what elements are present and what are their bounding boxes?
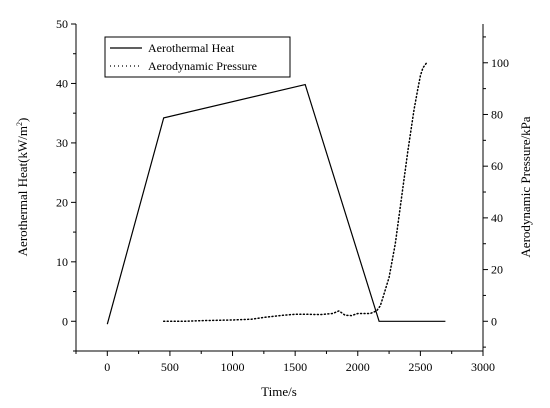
y-left-tick-label: 50 [56,17,68,31]
x-tick-label: 2500 [408,360,432,374]
y-right-tick-label: 20 [491,263,503,277]
y-axis-left-title: Aerothermal Heat(kW/m2) [15,118,30,257]
legend-box [104,36,291,78]
y-right-tick-label: 60 [491,159,503,173]
y-right-tick-label: 80 [491,107,503,121]
x-tick-label: 1500 [283,360,307,374]
series-line-aerodynamic-pressure [162,62,428,323]
legend-label-aerodynamic-pressure: Aerodynamic Pressure [148,59,257,73]
series-layer [106,62,446,325]
plot-frame [75,24,484,352]
y-left-tick-label: 20 [56,195,68,209]
x-tick-label: 3000 [471,360,495,374]
y-axis-right-title: Aerodynamic Pressure/kPa [518,116,533,257]
x-axis-title: Time/s [261,384,297,399]
x-tick-label: 1000 [221,360,245,374]
y-right-tick-label: 100 [491,56,509,70]
y-left-tick-label: 30 [56,136,68,150]
x-tick-label: 2000 [346,360,370,374]
y-axis-left-title-sup: 2 [15,122,24,126]
y-left-tick-label: 0 [62,314,68,328]
x-tick-label: 500 [161,360,179,374]
y-right-tick-label: 0 [491,314,497,328]
series-line-aerothermal-heat [106,83,446,325]
legend-label-aerothermal-heat: Aerothermal Heat [148,41,235,55]
y-axis-left-title-suffix: ) [15,118,30,122]
y-left-tick-label: 10 [56,255,68,269]
x-tick-label: 0 [104,360,110,374]
y-axis-left-title-main: Aerothermal Heat(kW/m [15,126,30,256]
y-left-tick-label: 40 [56,76,68,90]
ticks-layer: 0 500 1000 1500 2000 2500 30000102030405002040… [56,17,509,374]
y-right-tick-label: 40 [491,211,503,225]
legend: Aerothermal Heat Aerodynamic Pressure [104,36,291,78]
